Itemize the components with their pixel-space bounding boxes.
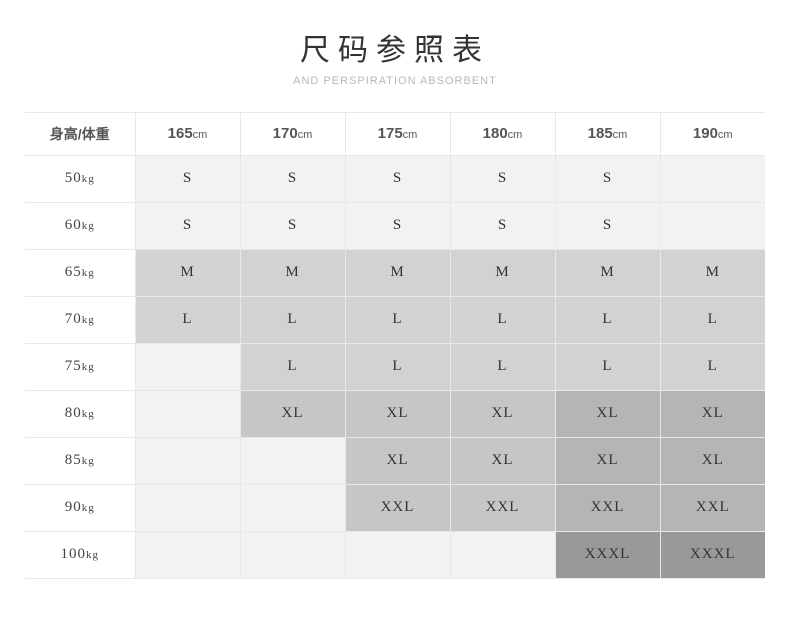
- size-cell: [135, 343, 240, 390]
- size-cell: [135, 437, 240, 484]
- size-cell: XL: [450, 390, 555, 437]
- size-cell: XL: [555, 437, 660, 484]
- row-weight: 90kg: [25, 484, 135, 531]
- size-cell: L: [555, 296, 660, 343]
- size-cell: S: [240, 155, 345, 202]
- size-cell: L: [450, 343, 555, 390]
- size-cell: [660, 155, 765, 202]
- size-cell: XXL: [345, 484, 450, 531]
- size-cell: [135, 390, 240, 437]
- size-cell: M: [555, 249, 660, 296]
- size-cell: XL: [450, 437, 555, 484]
- table-row: 100kg XXXLXXXL: [25, 531, 765, 578]
- size-cell: XXXL: [660, 531, 765, 578]
- size-cell: [240, 484, 345, 531]
- row-weight: 65kg: [25, 249, 135, 296]
- size-cell: XL: [555, 390, 660, 437]
- size-cell: L: [555, 343, 660, 390]
- size-cell: XL: [240, 390, 345, 437]
- header-height: 165cm: [135, 113, 240, 155]
- header-height: 175cm: [345, 113, 450, 155]
- size-cell: XXL: [555, 484, 660, 531]
- size-cell: L: [240, 296, 345, 343]
- size-cell: S: [450, 202, 555, 249]
- size-cell: S: [240, 202, 345, 249]
- row-weight: 70kg: [25, 296, 135, 343]
- page-title: 尺码参照表: [0, 25, 790, 69]
- row-weight: 50kg: [25, 155, 135, 202]
- size-cell: [450, 531, 555, 578]
- size-cell: XL: [660, 437, 765, 484]
- size-cell: [345, 531, 450, 578]
- header-height: 190cm: [660, 113, 765, 155]
- size-cell: S: [135, 155, 240, 202]
- header-height: 185cm: [555, 113, 660, 155]
- size-cell: XL: [345, 390, 450, 437]
- table-row: 50kgSSSSS: [25, 155, 765, 202]
- header-height: 170cm: [240, 113, 345, 155]
- row-weight: 60kg: [25, 202, 135, 249]
- size-cell: L: [240, 343, 345, 390]
- size-cell: S: [345, 155, 450, 202]
- size-cell: L: [135, 296, 240, 343]
- size-cell: XL: [660, 390, 765, 437]
- size-cell: XXL: [660, 484, 765, 531]
- table-row: 70kgLLLLLL: [25, 296, 765, 343]
- size-cell: M: [345, 249, 450, 296]
- size-cell: M: [660, 249, 765, 296]
- size-cell: L: [345, 343, 450, 390]
- size-cell: [135, 484, 240, 531]
- size-cell: [660, 202, 765, 249]
- size-cell: L: [660, 343, 765, 390]
- table-row: 75kgLLLLL: [25, 343, 765, 390]
- size-table: 身高/体重165cm170cm175cm180cm185cm190cm 50kg…: [25, 113, 765, 579]
- row-weight: 75kg: [25, 343, 135, 390]
- size-cell: XL: [345, 437, 450, 484]
- size-cell: M: [135, 249, 240, 296]
- size-cell: L: [345, 296, 450, 343]
- size-cell: L: [450, 296, 555, 343]
- size-cell: XXL: [450, 484, 555, 531]
- header-label: 身高/体重: [25, 113, 135, 155]
- size-cell: S: [345, 202, 450, 249]
- row-weight: 100kg: [25, 531, 135, 578]
- table-row: 80kgXLXLXLXLXL: [25, 390, 765, 437]
- size-cell: S: [135, 202, 240, 249]
- size-cell: [135, 531, 240, 578]
- size-cell: M: [450, 249, 555, 296]
- size-cell: M: [240, 249, 345, 296]
- header-height: 180cm: [450, 113, 555, 155]
- size-cell: [240, 437, 345, 484]
- page-subtitle: AND PERSPIRATION ABSORBENT: [0, 75, 790, 87]
- size-cell: S: [555, 155, 660, 202]
- size-cell: S: [450, 155, 555, 202]
- table-row: 90kgXXLXXLXXLXXL: [25, 484, 765, 531]
- size-cell: S: [555, 202, 660, 249]
- table-row: 85kgXLXLXLXL: [25, 437, 765, 484]
- table-row: 60kgSSSSS: [25, 202, 765, 249]
- table-row: 65kgMMMMMM: [25, 249, 765, 296]
- size-cell: L: [660, 296, 765, 343]
- row-weight: 80kg: [25, 390, 135, 437]
- row-weight: 85kg: [25, 437, 135, 484]
- size-cell: XXXL: [555, 531, 660, 578]
- size-cell: [240, 531, 345, 578]
